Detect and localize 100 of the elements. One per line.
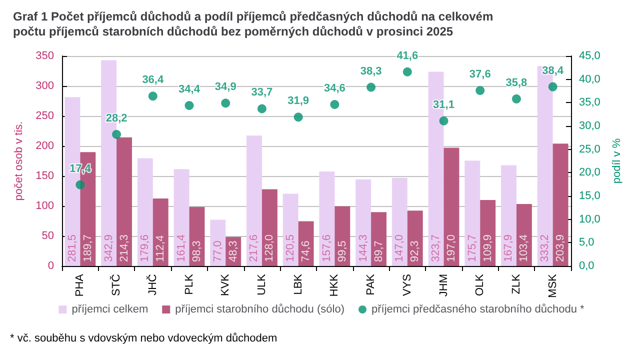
- bar: [501, 165, 516, 266]
- data-label: 217,6: [248, 234, 260, 262]
- y-tick-label: 100: [36, 200, 54, 212]
- data-label: 35,8: [506, 76, 528, 89]
- y-tick-label: 0: [48, 260, 54, 272]
- data-label: 147,0: [394, 234, 406, 262]
- point: [512, 94, 521, 104]
- point: [439, 116, 448, 126]
- bar: [137, 158, 153, 266]
- legend-label: příjemci celkem: [72, 304, 148, 316]
- data-label: 167,9: [502, 234, 515, 262]
- y2-tick-label: 0,0: [579, 260, 594, 272]
- data-label: 103,4: [518, 234, 530, 262]
- y-tick-label: 150: [36, 170, 54, 182]
- bar: [392, 178, 408, 266]
- data-label: 31,1: [433, 98, 454, 111]
- bar: [298, 221, 314, 266]
- data-label: 128,0: [264, 234, 276, 262]
- data-label: 34,4: [178, 83, 201, 96]
- data-label: 323,7: [430, 234, 442, 262]
- data-label: 281,5: [66, 234, 78, 262]
- data-label: 109,9: [482, 234, 494, 262]
- data-label: 203,9: [554, 234, 567, 262]
- data-label: 48,3: [227, 240, 240, 262]
- bar: [407, 210, 423, 266]
- data-label: 120,5: [284, 234, 297, 262]
- point: [548, 82, 558, 92]
- x-tick-label: PLK: [183, 273, 196, 295]
- bar: [334, 206, 350, 266]
- x-tick-label: PAK: [365, 273, 378, 296]
- y2-tick-label: 30,0: [579, 120, 600, 132]
- bar: [516, 204, 532, 266]
- x-tick-label: STČ: [110, 274, 123, 296]
- y2-tick-label: 40,0: [579, 73, 600, 86]
- point: [476, 86, 485, 96]
- point: [112, 130, 122, 139]
- y2-tick-label: 5,0: [579, 236, 594, 249]
- point: [366, 82, 376, 92]
- data-label: 144,3: [357, 234, 370, 262]
- x-tick-label: VYS: [401, 274, 414, 296]
- data-label: 157,6: [320, 234, 333, 262]
- data-label: 28,2: [106, 112, 128, 124]
- x-tick-label: ZLK: [510, 273, 522, 294]
- point: [402, 67, 412, 76]
- data-label: 74,6: [300, 240, 312, 262]
- data-label: 37,6: [469, 68, 491, 81]
- x-tick-label: MSK: [546, 273, 559, 298]
- data-label: 34,6: [324, 82, 346, 95]
- data-label: 342,9: [102, 234, 115, 262]
- y-tick-label: 250: [36, 110, 54, 122]
- y-tick-label: 50: [42, 230, 54, 242]
- x-tick-label: JHČ: [146, 274, 159, 296]
- data-label: 214,3: [118, 234, 130, 262]
- y2-tick-label: 10,0: [579, 213, 600, 226]
- y-tick-label: 200: [36, 140, 54, 152]
- bar: [356, 179, 372, 266]
- y2-tick-label: 20,0: [579, 166, 600, 179]
- bar: [116, 137, 132, 266]
- data-label: 34,9: [214, 81, 236, 94]
- y2-axis-title: podíl v %: [610, 138, 623, 184]
- data-label: 89,7: [372, 240, 385, 262]
- bar: [262, 189, 278, 266]
- data-label: 333,2: [539, 234, 552, 262]
- data-label: 175,7: [466, 234, 478, 262]
- chart-title: Graf 1 Počet příjemců důchodů a podíl příjemců předčasných důchodů na celkovém počtu příjemců starobních důchodů bez poměrných důchodů v prosinci 2025: [13, 10, 496, 38]
- point: [148, 92, 158, 101]
- data-label: 41,6: [396, 50, 418, 62]
- x-tick-label: JHM: [438, 274, 450, 297]
- bar: [444, 148, 460, 266]
- x-tick-label: KVK: [220, 273, 232, 296]
- bar: [464, 160, 480, 266]
- point: [221, 98, 230, 108]
- point: [184, 100, 194, 110]
- point: [257, 104, 266, 114]
- bar: [480, 200, 496, 266]
- y2-tick-label: 45,0: [579, 50, 600, 62]
- data-label: 77,0: [212, 240, 224, 262]
- y2-tick-label: 25,0: [579, 143, 600, 156]
- y-axis-title: počet osob v tis.: [13, 121, 26, 201]
- bar: [174, 169, 190, 266]
- data-label: 31,9: [288, 95, 310, 108]
- x-tick-label: OLK: [474, 273, 486, 296]
- bar: [210, 220, 226, 266]
- data-label: 92,3: [409, 240, 422, 262]
- data-label: 33,7: [251, 86, 273, 99]
- x-tick-label: HKK: [328, 273, 341, 297]
- x-tick-label: LBK: [292, 273, 304, 295]
- bar: [246, 135, 262, 266]
- data-label: 161,4: [176, 234, 188, 262]
- point: [294, 112, 303, 122]
- y2-tick-label: 35,0: [579, 96, 600, 109]
- data-label: 38,3: [360, 65, 382, 78]
- x-tick-label: ULK: [256, 273, 268, 296]
- y-tick-label: 350: [36, 50, 54, 62]
- bar: [282, 194, 298, 266]
- data-label: 99,5: [336, 240, 348, 262]
- data-label: 112,4: [154, 235, 167, 262]
- point: [330, 100, 340, 110]
- data-label: 179,6: [139, 234, 152, 262]
- data-label: 197,0: [445, 234, 458, 262]
